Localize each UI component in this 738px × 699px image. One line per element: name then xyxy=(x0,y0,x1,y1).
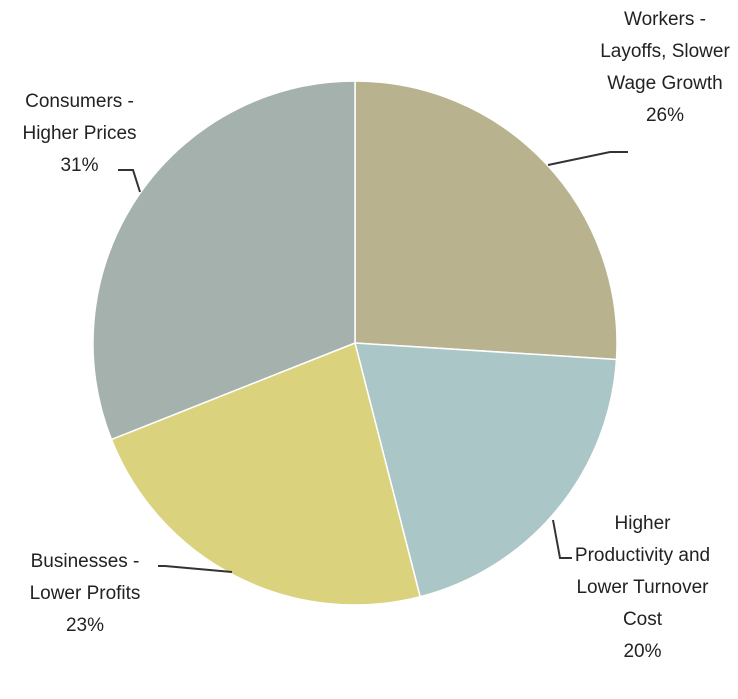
pie-slice xyxy=(92,80,356,441)
slice-label: Consumers -Higher Prices 31% xyxy=(12,86,147,182)
slice-label: Businesses - Lower Profits 23% xyxy=(10,546,160,642)
pie-slice xyxy=(354,342,618,598)
leader-line xyxy=(552,519,572,559)
value-label: 23% xyxy=(65,615,105,636)
pie-slice xyxy=(354,80,618,361)
category-label: Workers - Layoffs, Slower Wage Growth xyxy=(600,9,730,94)
value-label: 20% xyxy=(623,641,662,662)
leader-line xyxy=(547,151,628,166)
slice-label: Higher Productivity and Lower Turnover C… xyxy=(565,508,720,668)
pie-slice xyxy=(110,341,422,606)
leader-lines xyxy=(118,151,628,573)
slices xyxy=(92,80,618,606)
category-label: Higher Productivity and Lower Turnover C… xyxy=(574,513,711,630)
value-label: 26% xyxy=(645,105,685,126)
leader-line xyxy=(158,565,233,573)
value-label: 31% xyxy=(60,155,99,176)
slice-label: Workers - Layoffs, Slower Wage Growth 26… xyxy=(600,4,730,132)
category-label: Consumers -Higher Prices xyxy=(22,91,137,144)
leader-line xyxy=(118,169,141,193)
category-label: Businesses - Lower Profits xyxy=(29,551,141,604)
